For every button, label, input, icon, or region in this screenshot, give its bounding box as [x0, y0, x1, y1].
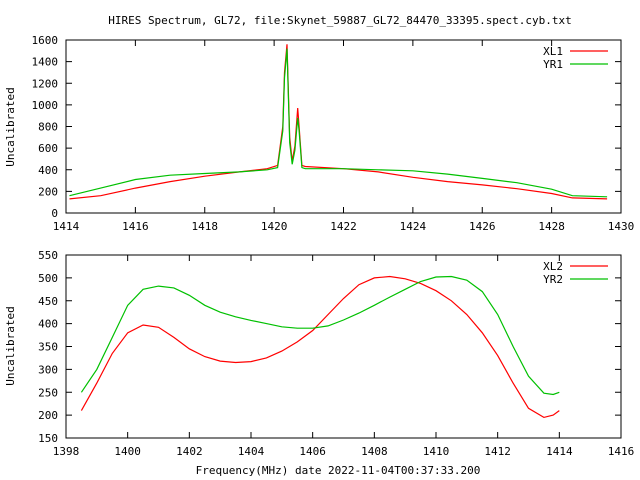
series-line-xl1 [69, 44, 608, 200]
y-tick-label: 350 [38, 341, 58, 354]
y-tick-label: 250 [38, 386, 58, 399]
y-axis-label-top: Uncalibrated [4, 87, 17, 166]
series-line-yr2 [80, 275, 560, 396]
x-tick-label: 1412 [484, 445, 511, 458]
x-tick-label: 1400 [114, 445, 141, 458]
x-tick-label: 1404 [238, 445, 265, 458]
x-tick-label: 1428 [538, 220, 565, 233]
x-tick-label: 1410 [423, 445, 450, 458]
x-tick-label: 1430 [608, 220, 635, 233]
legend-label: XL2 [543, 260, 563, 273]
x-tick-label: 1420 [261, 220, 288, 233]
x-tick-label: 1414 [53, 220, 80, 233]
y-tick-label: 1400 [32, 56, 59, 69]
x-tick-label: 1402 [176, 445, 203, 458]
y-tick-label: 550 [38, 249, 58, 262]
y-tick-label: 1200 [32, 77, 59, 90]
y-tick-label: 200 [38, 185, 58, 198]
plot-panel-1: 1414 1416 1418 1420 1422 1424 1426 1428 1430 0 200… [32, 34, 635, 233]
y-axis-label-bottom: Uncalibrated [4, 306, 17, 385]
x-tick-label: 1424 [400, 220, 427, 233]
legend-label: XL1 [543, 45, 563, 58]
x-tick-label: 1416 [122, 220, 149, 233]
y-tick-label: 150 [38, 432, 58, 445]
y-tick-label: 600 [38, 142, 58, 155]
x-tick-label: 1414 [546, 445, 573, 458]
x-tick-label: 1416 [608, 445, 635, 458]
y-tick-label: 450 [38, 295, 58, 308]
y-tick-label: 0 [51, 207, 58, 220]
x-tick-label: 1408 [361, 445, 388, 458]
series-line-yr1 [69, 48, 608, 198]
y-tick-label: 500 [38, 272, 58, 285]
legend-label: YR1 [543, 58, 563, 71]
y-tick-label: 800 [38, 121, 58, 134]
series-line-xl2 [80, 275, 560, 419]
y-tick-label: 200 [38, 409, 58, 422]
x-tick-label: 1422 [330, 220, 357, 233]
legend-label: YR2 [543, 273, 563, 286]
x-tick-label: 1406 [299, 445, 326, 458]
chart-title: HIRES Spectrum, GL72, file:Skynet_59887_… [108, 14, 572, 27]
x-tick-label: 1418 [192, 220, 219, 233]
y-tick-label: 1600 [32, 34, 59, 47]
y-tick-label: 400 [38, 318, 58, 331]
plot-frame [65, 254, 622, 439]
y-tick-label: 400 [38, 164, 58, 177]
plot-panel-2: 1398 1400 1402 1404 1406 1408 1410 1412 1414 1416… [38, 249, 634, 458]
y-tick-label: 300 [38, 363, 58, 376]
y-tick-label: 1000 [32, 99, 59, 112]
x-tick-label: 1426 [469, 220, 496, 233]
x-axis-label: Frequency(MHz) date 2022-11-04T00:37:33.… [196, 464, 481, 477]
x-tick-label: 1398 [53, 445, 80, 458]
